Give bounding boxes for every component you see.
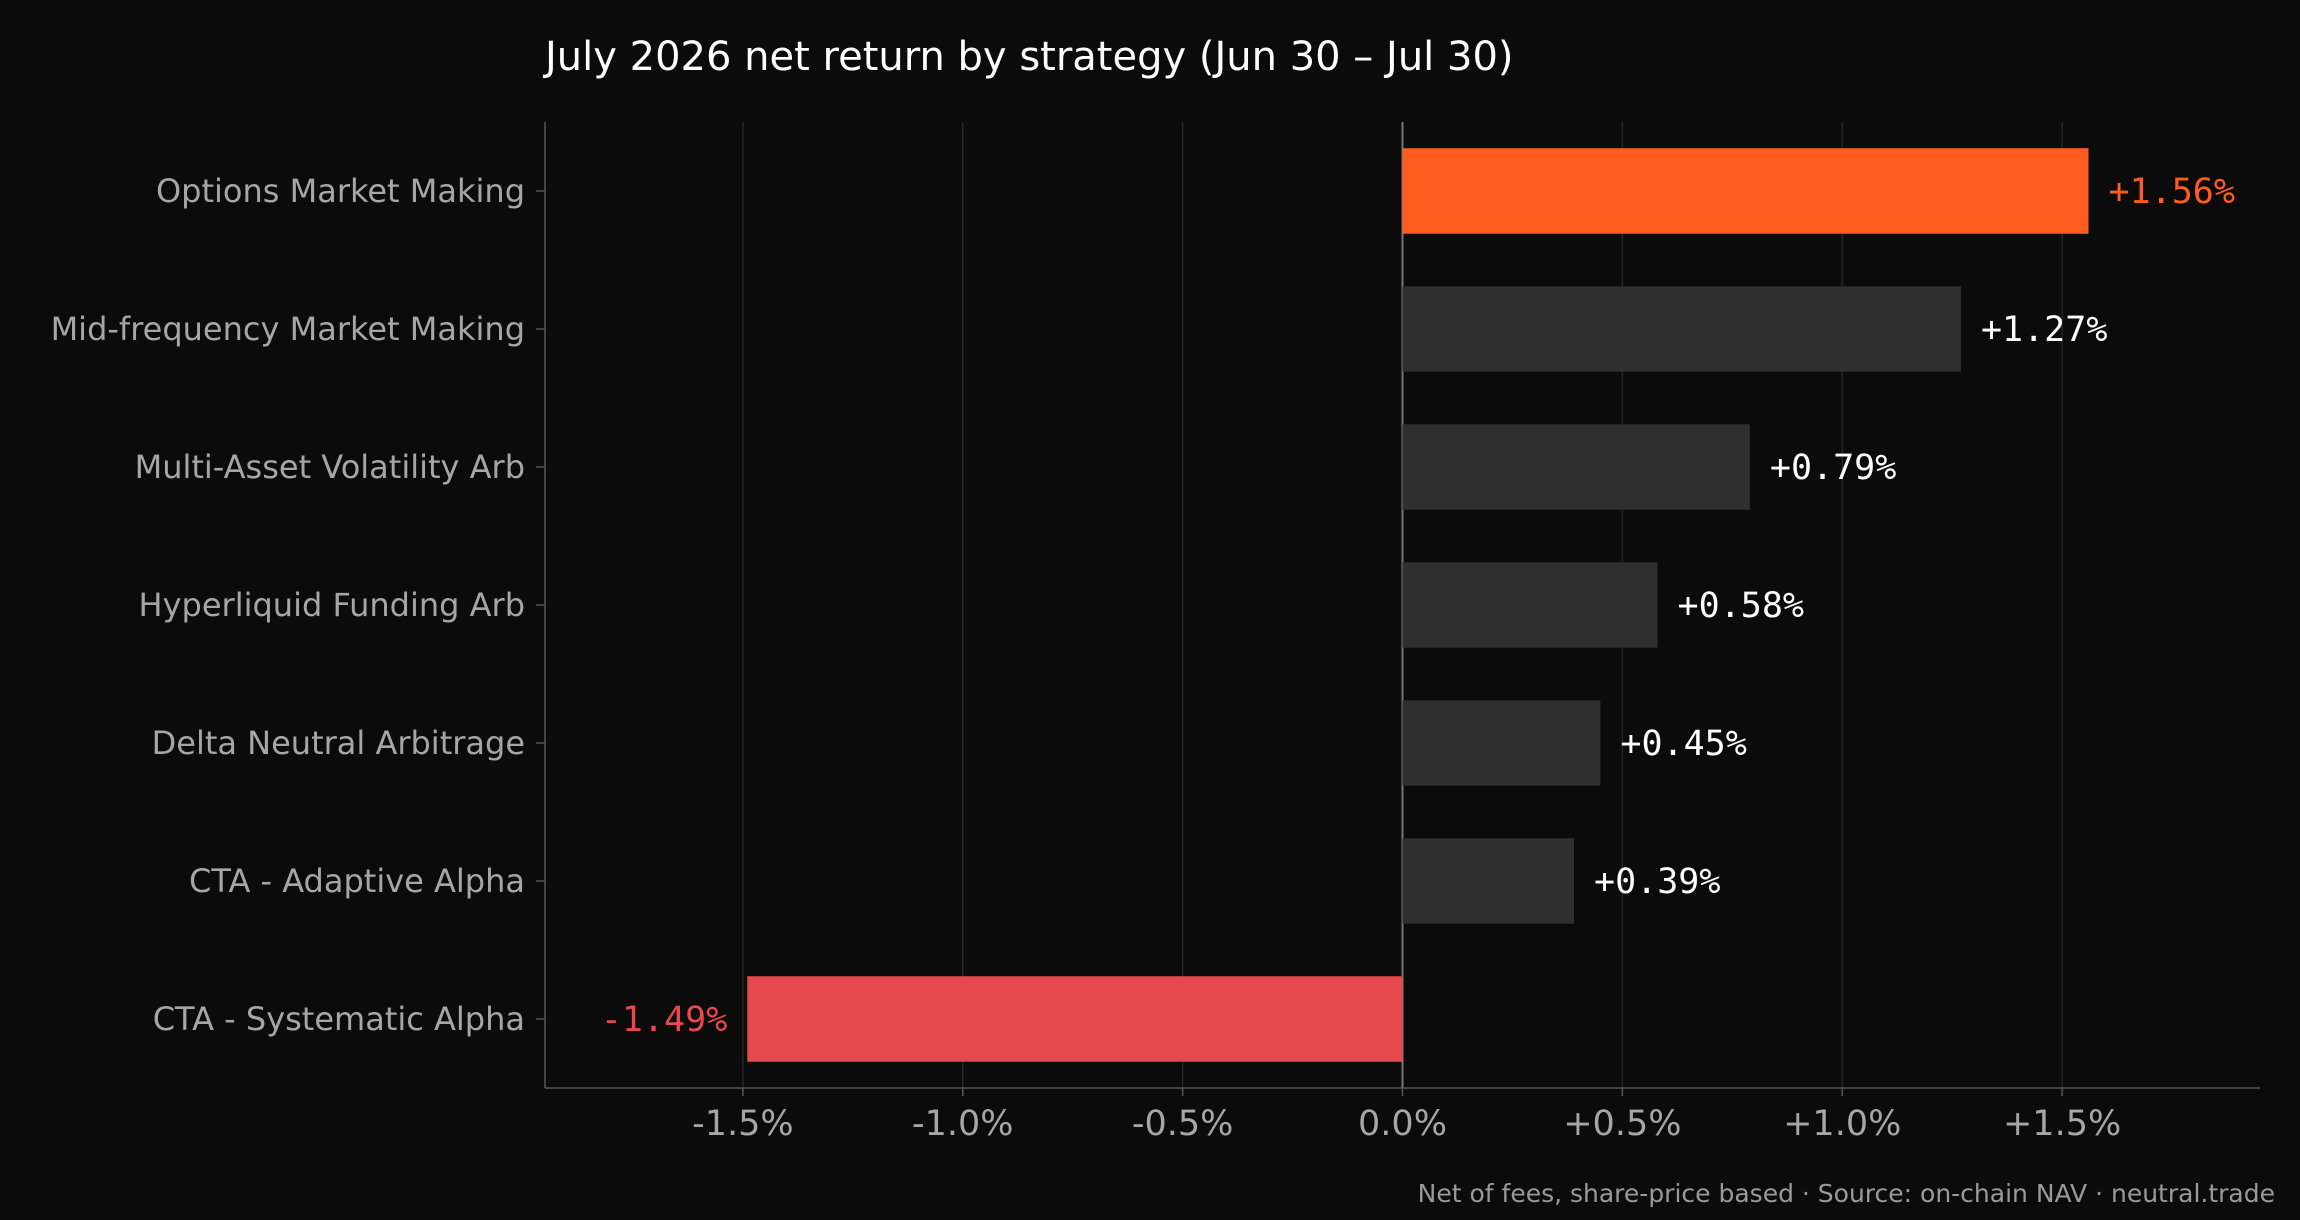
value-label: +1.56% (2109, 172, 2235, 212)
value-label: +0.45% (1620, 724, 1746, 764)
category-label: Hyperliquid Funding Arb (139, 586, 525, 624)
x-tick-label: +1.0% (1783, 1104, 1901, 1144)
bar (1402, 562, 1658, 648)
value-label: +0.39% (1594, 862, 1720, 902)
x-tick-label: +0.5% (1563, 1104, 1681, 1144)
category-label: Options Market Making (156, 172, 525, 210)
x-tick-label: -1.5% (692, 1104, 794, 1144)
x-tick-label: +1.5% (2003, 1104, 2121, 1144)
value-label: +1.27% (1981, 310, 2107, 350)
chart-footnote: Net of fees, share-price based · Source:… (1418, 1179, 2275, 1208)
category-label: Delta Neutral Arbitrage (152, 724, 525, 762)
bars (747, 148, 2089, 1062)
category-label: Mid-frequency Market Making (51, 310, 525, 348)
labels: -1.5% -1.0% -0.5% 0.0% +0.5% +1.0% +1.5% Option… (51, 172, 2235, 1144)
bar (1402, 424, 1750, 510)
x-tick-label: 0.0% (1358, 1104, 1447, 1144)
value-label: +0.79% (1770, 448, 1896, 488)
category-label: CTA - Systematic Alpha (153, 1000, 525, 1038)
bar (1402, 700, 1601, 786)
value-label: -1.49% (601, 1000, 727, 1040)
bar (1402, 838, 1574, 924)
category-label: Multi-Asset Volatility Arb (135, 448, 525, 486)
bar (1402, 148, 2089, 234)
x-tick-label: -1.0% (912, 1104, 1014, 1144)
bar (747, 976, 1403, 1062)
bar (1402, 286, 1961, 372)
chart-title: July 2026 net return by strategy (Jun 30… (542, 34, 1514, 80)
category-label: CTA - Adaptive Alpha (189, 862, 525, 900)
value-label: +0.58% (1678, 586, 1804, 626)
x-tick-label: -0.5% (1132, 1104, 1234, 1144)
